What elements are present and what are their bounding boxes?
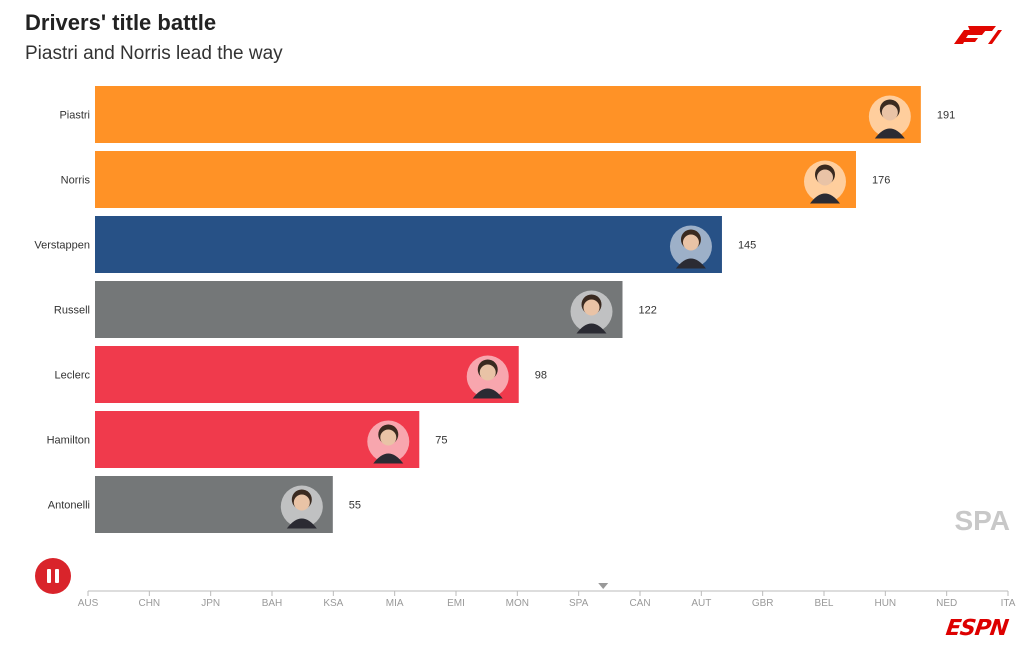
avatar-body	[286, 518, 317, 529]
driver-avatar	[868, 95, 911, 139]
avatar-body	[809, 193, 840, 204]
pause-icon	[47, 569, 51, 583]
driver-avatar	[570, 290, 613, 334]
value-label: 191	[937, 110, 955, 122]
avatar-face	[293, 494, 310, 511]
espn-logo: ESPN	[944, 616, 1010, 641]
chart-subtitle: Piastri and Norris lead the way	[25, 43, 283, 64]
bar-leclerc	[95, 346, 519, 403]
driver-avatar	[669, 225, 712, 269]
driver-label: Russell	[54, 305, 90, 317]
avatar-body	[472, 388, 503, 399]
timeline-label: MIA	[386, 598, 404, 609]
f1-logo-icon	[954, 26, 1002, 44]
avatar-face	[816, 169, 833, 186]
current-race-label: SPA	[954, 505, 1011, 536]
bar-russell	[95, 281, 623, 338]
bar-norris	[95, 151, 856, 208]
bar-hamilton	[95, 411, 420, 468]
avatar-face	[583, 299, 600, 316]
driver-label: Leclerc	[55, 370, 91, 382]
timeline-label: BAH	[262, 598, 283, 609]
driver-label: Hamilton	[47, 435, 90, 447]
pause-button[interactable]	[35, 558, 71, 594]
timeline-label: GBR	[752, 598, 774, 609]
driver-label: Antonelli	[48, 500, 90, 512]
driver-label: Norris	[61, 175, 91, 187]
timeline-label: CAN	[629, 598, 650, 609]
value-label: 122	[639, 305, 657, 317]
bar-verstappen	[95, 216, 722, 273]
value-label: 176	[872, 175, 890, 187]
pause-icon	[55, 569, 59, 583]
driver-label: Verstappen	[34, 240, 90, 252]
timeline-label: KSA	[323, 598, 343, 609]
value-label: 55	[349, 500, 361, 512]
driver-label: Piastri	[59, 110, 90, 122]
timeline-label: HUN	[874, 598, 896, 609]
timeline-label: ITA	[1001, 598, 1016, 609]
avatar-face	[682, 234, 699, 251]
avatar-body	[675, 258, 706, 269]
chart-title: Drivers' title battle	[25, 10, 217, 35]
timeline-label: AUT	[691, 598, 711, 609]
value-label: 75	[435, 435, 447, 447]
avatar-face	[479, 364, 496, 381]
timeline-label: EMI	[447, 598, 465, 609]
bar-piastri	[95, 86, 921, 143]
timeline-label: NED	[936, 598, 957, 609]
timeline-label: CHN	[138, 598, 160, 609]
timeline-label: SPA	[569, 598, 589, 609]
timeline-label: JPN	[201, 598, 220, 609]
timeline-label: MON	[506, 598, 529, 609]
avatar-body	[874, 128, 905, 139]
avatar-body	[373, 453, 404, 464]
avatar-body	[576, 323, 607, 334]
avatar-face	[881, 104, 898, 121]
driver-avatar	[803, 160, 846, 204]
driver-avatar	[466, 355, 509, 399]
value-label: 145	[738, 240, 756, 252]
driver-avatar	[367, 420, 410, 464]
avatar-face	[380, 429, 397, 446]
value-label: 98	[535, 370, 547, 382]
driver-avatar	[280, 485, 323, 529]
timeline-label: BEL	[815, 598, 834, 609]
timeline-label: AUS	[78, 598, 99, 609]
timeline-playhead	[598, 583, 609, 589]
